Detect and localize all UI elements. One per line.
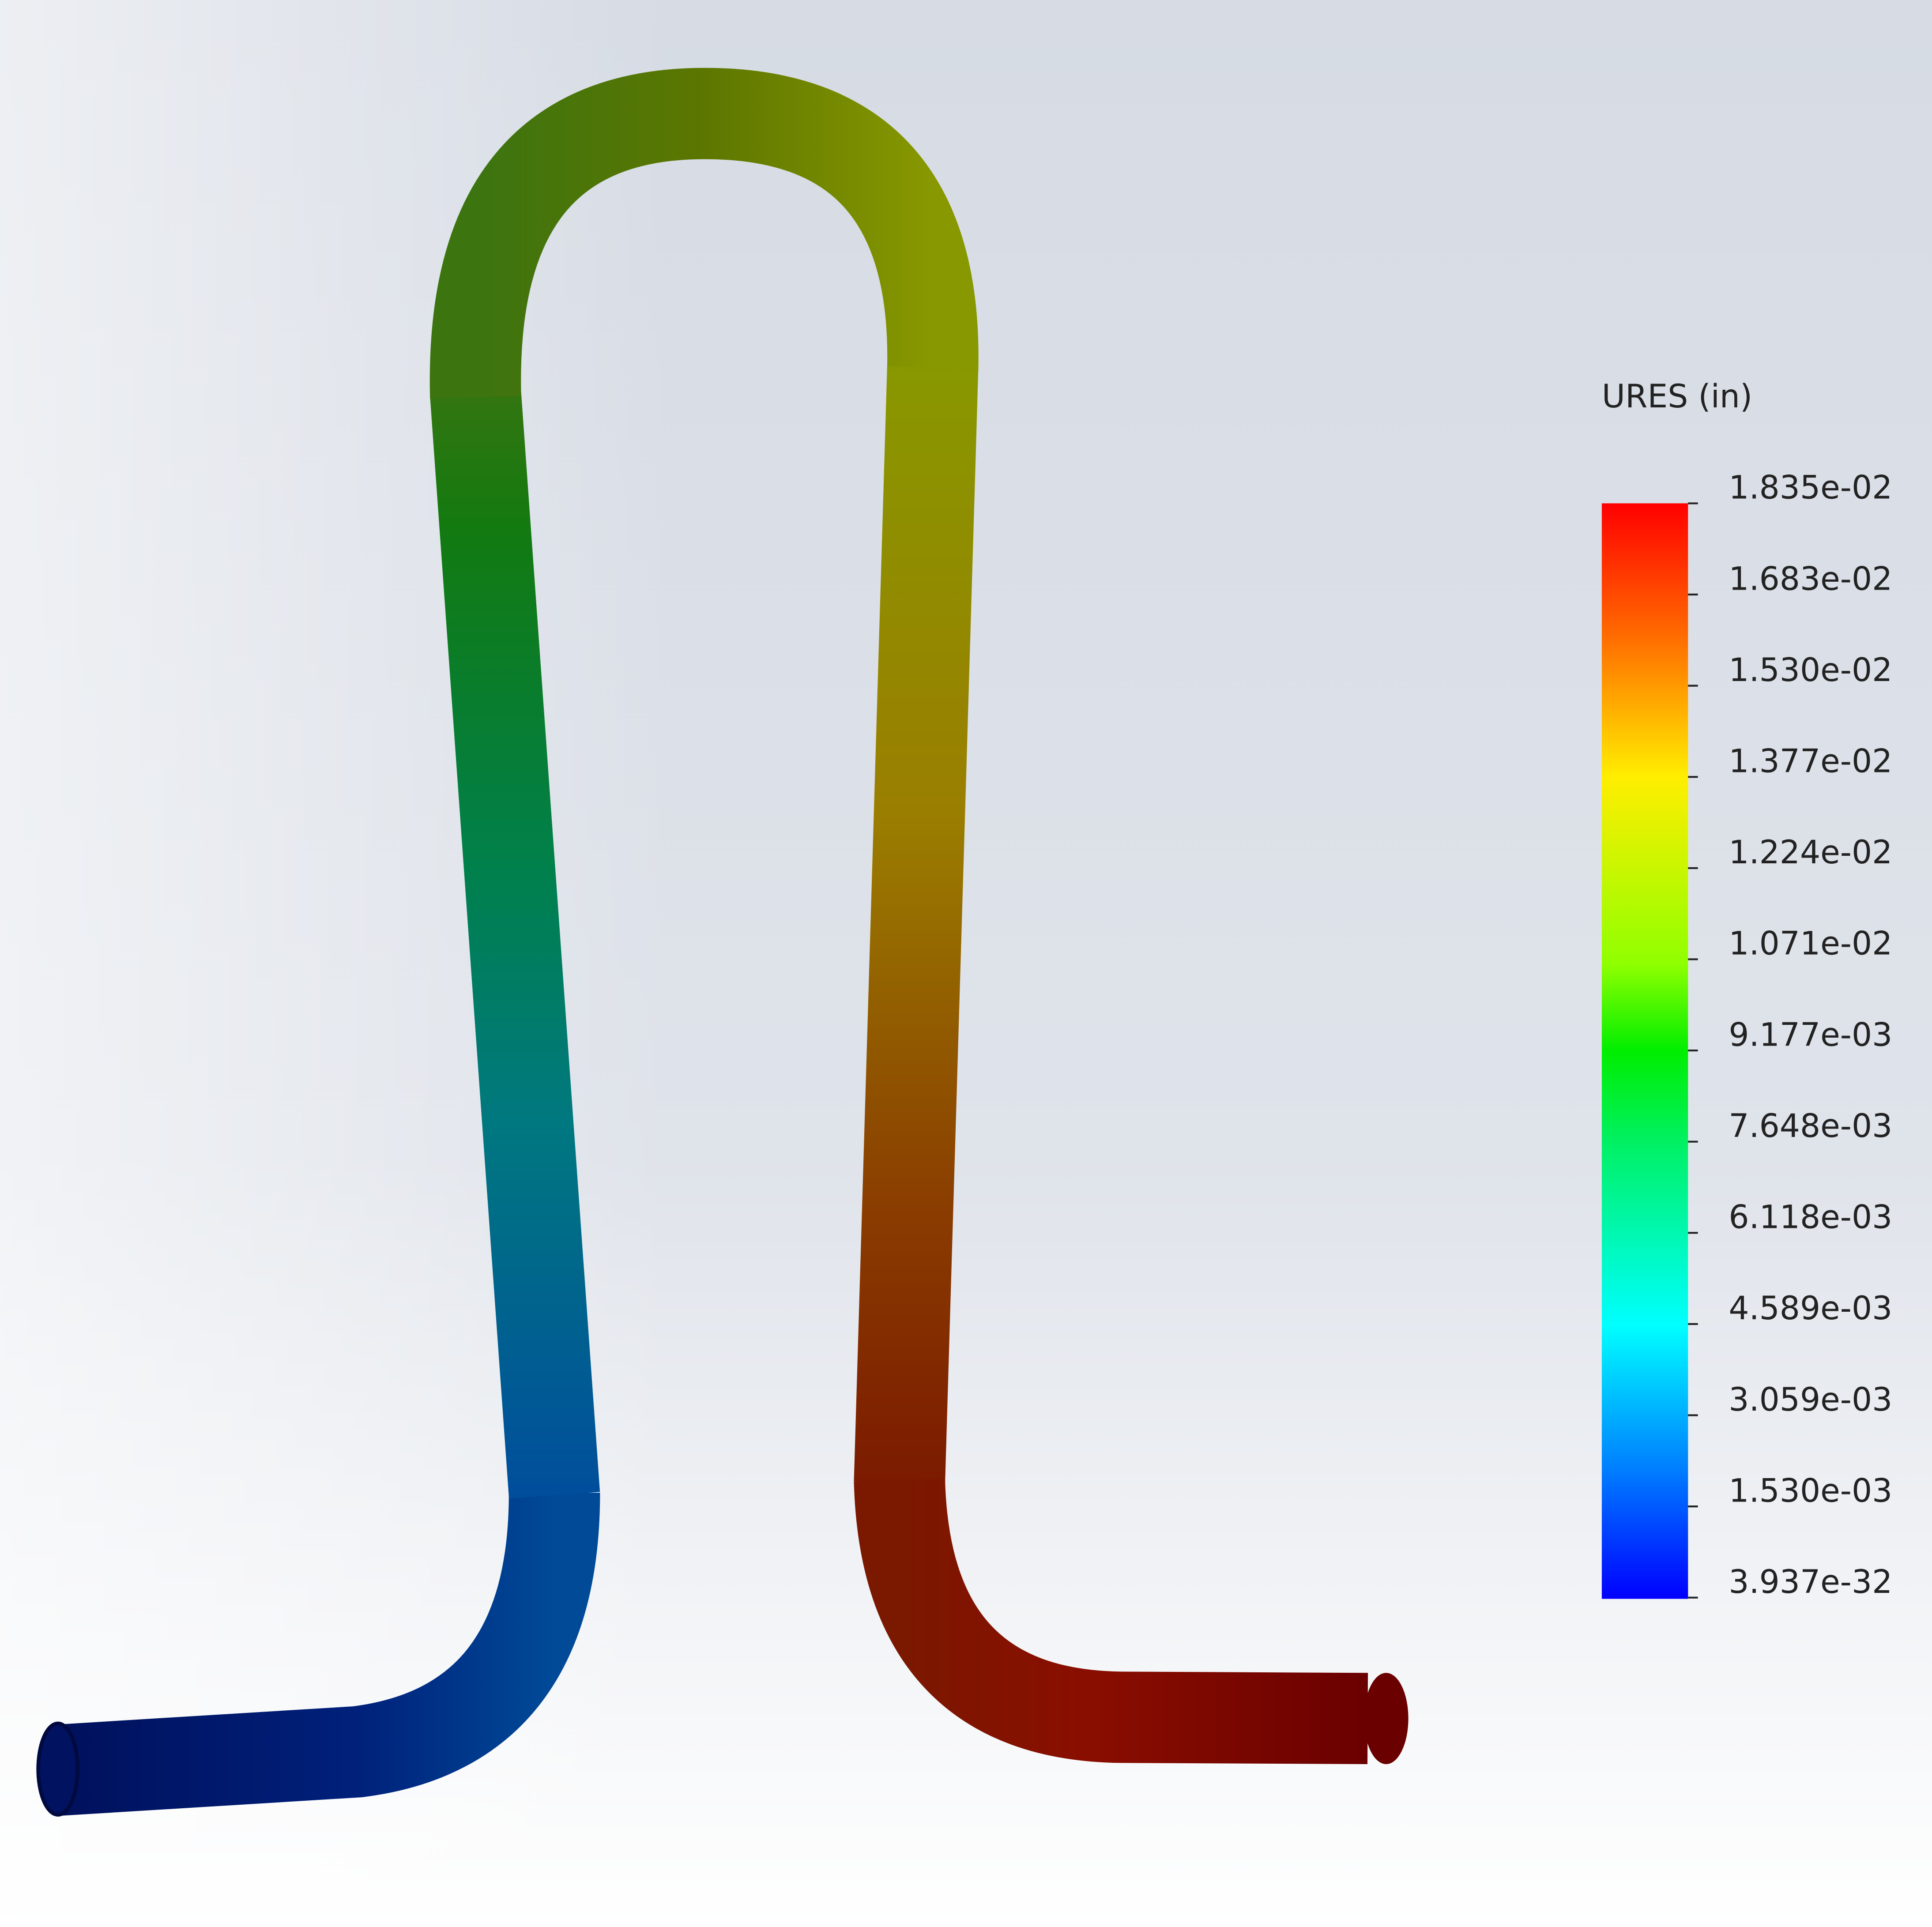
legend-title: URES (in) [1602,378,1752,415]
legend-label: 3.937e-32 [1729,1564,1892,1601]
legend-label: 6.118e-03 [1729,1199,1892,1236]
legend-label: 1.530e-02 [1729,652,1892,689]
pipe-end [38,1724,78,1815]
color-bar [1602,503,1688,1599]
legend-label: 7.648e-03 [1729,1108,1892,1145]
legend-label: 3.059e-03 [1729,1381,1892,1419]
legend-label: 1.683e-02 [1729,561,1892,598]
legend-label: 1.530e-03 [1729,1472,1892,1509]
legend-label: 1.224e-02 [1729,834,1892,871]
viewport: URES (in) 1.835e-02 1.683e-02 1.530e-02 1.3… [0,0,1932,1927]
legend-label: 4.589e-03 [1729,1290,1892,1327]
legend-label: 1.071e-02 [1729,926,1892,963]
legend-label: 1.377e-02 [1729,743,1892,780]
pipe-end [1364,1673,1408,1764]
page: URES (in) 1.835e-02 1.683e-02 1.530e-02 1.3… [0,0,1932,1927]
legend-label: 9.177e-03 [1729,1016,1892,1054]
legend-label: 1.835e-02 [1729,470,1892,507]
pipe-segment [900,368,933,1483]
